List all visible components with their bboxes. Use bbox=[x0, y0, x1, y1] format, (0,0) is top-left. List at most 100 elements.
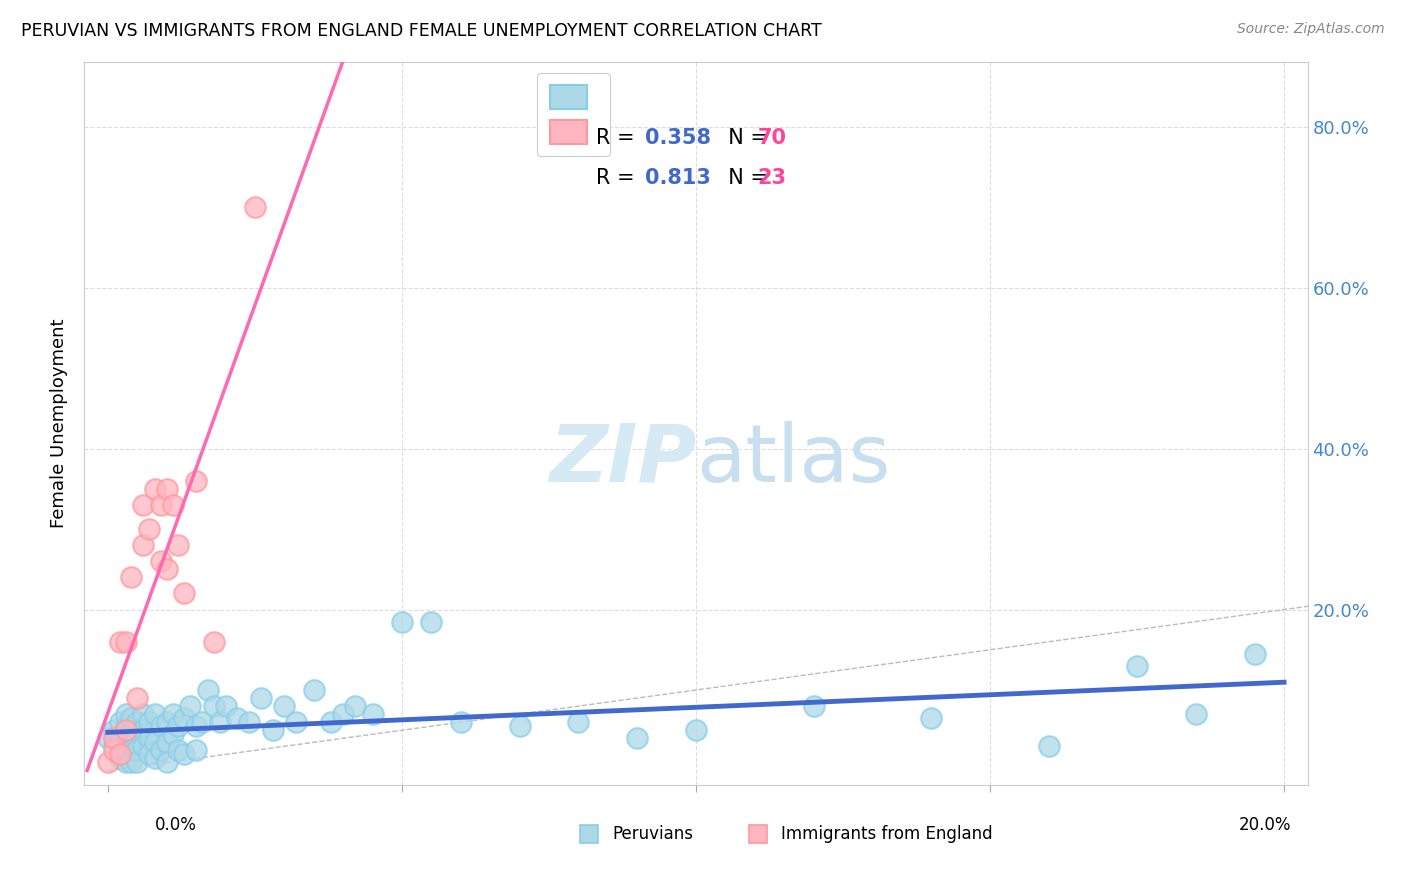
Point bbox=[120, 711, 142, 725]
Point bbox=[262, 723, 284, 738]
Point bbox=[127, 715, 149, 730]
Point bbox=[97, 756, 120, 770]
Point bbox=[138, 731, 160, 746]
Point bbox=[167, 719, 190, 733]
Point bbox=[162, 498, 184, 512]
Point bbox=[138, 747, 160, 762]
Point bbox=[184, 719, 207, 733]
Point bbox=[167, 743, 190, 757]
Point bbox=[97, 731, 120, 746]
Point bbox=[273, 699, 295, 714]
Point bbox=[143, 751, 166, 765]
Text: N =: N = bbox=[716, 128, 775, 147]
Point bbox=[238, 715, 260, 730]
Point bbox=[685, 723, 707, 738]
Point bbox=[149, 743, 172, 757]
Point bbox=[391, 615, 413, 629]
Point bbox=[361, 707, 384, 722]
Point bbox=[138, 522, 160, 536]
Point bbox=[120, 756, 142, 770]
Text: 23: 23 bbox=[758, 168, 786, 187]
Point bbox=[197, 683, 219, 698]
Point bbox=[114, 743, 136, 757]
Point bbox=[302, 683, 325, 698]
Point bbox=[920, 711, 942, 725]
Text: R =: R = bbox=[596, 128, 641, 147]
Point bbox=[114, 634, 136, 648]
Point bbox=[191, 715, 214, 730]
Point bbox=[108, 751, 131, 765]
Point bbox=[1038, 739, 1060, 754]
Point bbox=[143, 482, 166, 496]
Text: atlas: atlas bbox=[696, 421, 890, 499]
Point bbox=[132, 739, 155, 754]
Point bbox=[321, 715, 343, 730]
Point bbox=[285, 715, 308, 730]
Text: PERUVIAN VS IMMIGRANTS FROM ENGLAND FEMALE UNEMPLOYMENT CORRELATION CHART: PERUVIAN VS IMMIGRANTS FROM ENGLAND FEMA… bbox=[21, 22, 823, 40]
Text: Peruvians: Peruvians bbox=[613, 825, 693, 843]
Point bbox=[420, 615, 443, 629]
Point bbox=[226, 711, 249, 725]
Text: R =: R = bbox=[596, 168, 641, 187]
Point bbox=[132, 707, 155, 722]
Point bbox=[149, 498, 172, 512]
Point bbox=[249, 691, 271, 706]
Point bbox=[162, 727, 184, 741]
Point bbox=[127, 691, 149, 706]
Point bbox=[803, 699, 825, 714]
Point bbox=[156, 482, 179, 496]
Point bbox=[114, 756, 136, 770]
Text: 0.813: 0.813 bbox=[645, 168, 710, 187]
Point bbox=[173, 711, 195, 725]
Legend: , : , bbox=[537, 73, 610, 156]
Point bbox=[202, 634, 225, 648]
Point bbox=[214, 699, 236, 714]
Point bbox=[156, 735, 179, 749]
Point bbox=[114, 723, 136, 738]
Point bbox=[108, 735, 131, 749]
Point bbox=[1126, 659, 1149, 673]
Y-axis label: Female Unemployment: Female Unemployment bbox=[51, 319, 69, 528]
Point bbox=[184, 743, 207, 757]
Point bbox=[120, 570, 142, 584]
Point bbox=[1185, 707, 1208, 722]
Point bbox=[108, 634, 131, 648]
Point bbox=[120, 743, 142, 757]
Point bbox=[103, 739, 125, 754]
Point bbox=[132, 498, 155, 512]
Point bbox=[626, 731, 648, 746]
Point bbox=[450, 715, 472, 730]
Point bbox=[127, 731, 149, 746]
Text: ZIP: ZIP bbox=[548, 421, 696, 499]
Point bbox=[132, 538, 155, 552]
Point bbox=[202, 699, 225, 714]
Point bbox=[103, 723, 125, 738]
Point bbox=[127, 756, 149, 770]
Point bbox=[120, 727, 142, 741]
Point bbox=[149, 719, 172, 733]
Point bbox=[167, 538, 190, 552]
Point bbox=[103, 743, 125, 757]
Text: 0.0%: 0.0% bbox=[155, 816, 197, 834]
Point bbox=[173, 747, 195, 762]
Point bbox=[162, 707, 184, 722]
Text: 20.0%: 20.0% bbox=[1239, 816, 1292, 834]
Text: Source: ZipAtlas.com: Source: ZipAtlas.com bbox=[1237, 22, 1385, 37]
Point bbox=[114, 707, 136, 722]
Point bbox=[108, 715, 131, 730]
Text: Immigrants from England: Immigrants from England bbox=[782, 825, 993, 843]
Point bbox=[143, 735, 166, 749]
Point bbox=[156, 562, 179, 576]
Point bbox=[138, 715, 160, 730]
Point bbox=[179, 699, 201, 714]
Text: 0.358: 0.358 bbox=[645, 128, 711, 147]
Point bbox=[114, 719, 136, 733]
Point bbox=[243, 200, 266, 214]
Point bbox=[208, 715, 231, 730]
Point bbox=[127, 743, 149, 757]
Point bbox=[173, 586, 195, 600]
Point bbox=[567, 715, 589, 730]
Point bbox=[103, 731, 125, 746]
Point bbox=[108, 747, 131, 762]
Text: 70: 70 bbox=[758, 128, 786, 147]
